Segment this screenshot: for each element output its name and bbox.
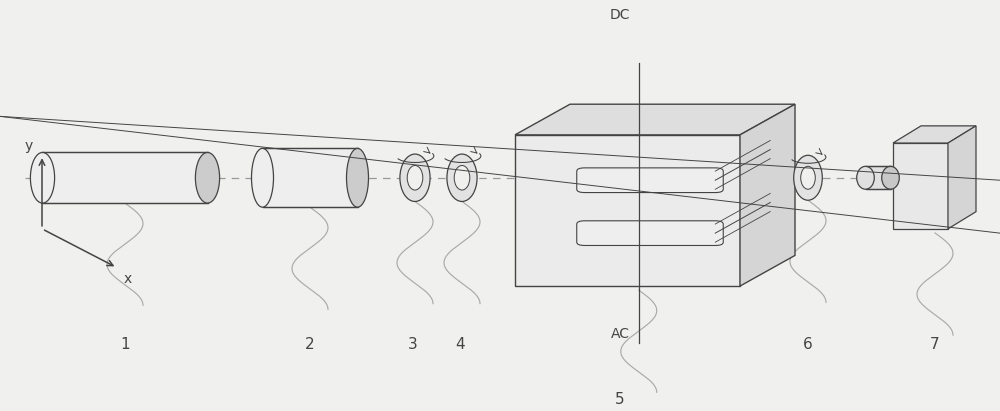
FancyBboxPatch shape <box>577 168 723 193</box>
FancyBboxPatch shape <box>577 221 723 245</box>
Polygon shape <box>515 104 795 135</box>
Polygon shape <box>866 166 891 189</box>
Text: DC: DC <box>610 9 630 23</box>
Polygon shape <box>740 104 795 286</box>
Text: 3: 3 <box>408 337 418 352</box>
Polygon shape <box>42 152 208 203</box>
Text: 6: 6 <box>803 337 813 352</box>
Ellipse shape <box>407 166 423 190</box>
Polygon shape <box>948 126 976 229</box>
Ellipse shape <box>252 148 274 207</box>
Text: AC: AC <box>610 327 630 341</box>
Ellipse shape <box>447 154 477 201</box>
Ellipse shape <box>400 154 430 201</box>
Polygon shape <box>262 148 358 207</box>
Ellipse shape <box>882 166 899 189</box>
Ellipse shape <box>30 152 55 203</box>
Text: x: x <box>124 272 132 286</box>
Ellipse shape <box>801 166 815 189</box>
Ellipse shape <box>794 155 822 200</box>
Ellipse shape <box>195 152 220 203</box>
Text: 5: 5 <box>615 393 625 407</box>
Ellipse shape <box>857 166 874 189</box>
Polygon shape <box>515 135 740 286</box>
Text: 2: 2 <box>305 337 315 352</box>
Polygon shape <box>893 143 948 229</box>
Ellipse shape <box>454 166 470 190</box>
Text: 1: 1 <box>120 337 130 352</box>
Text: 7: 7 <box>930 337 940 352</box>
Ellipse shape <box>347 148 368 207</box>
Polygon shape <box>893 126 976 143</box>
Text: 4: 4 <box>455 337 465 352</box>
Text: y: y <box>25 139 33 153</box>
